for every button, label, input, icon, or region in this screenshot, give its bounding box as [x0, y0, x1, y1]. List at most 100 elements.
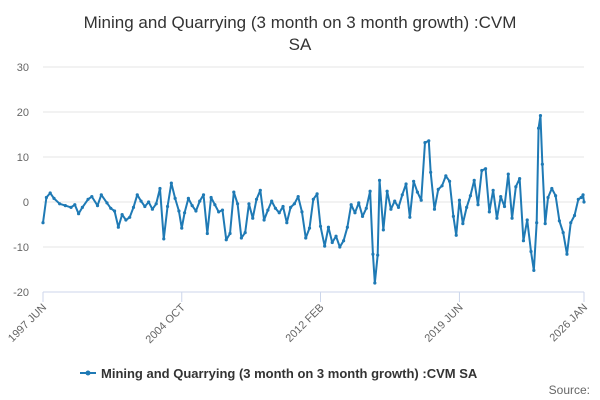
data-point[interactable] [565, 253, 568, 256]
data-point[interactable] [316, 192, 319, 195]
data-point[interactable] [461, 222, 464, 225]
data-point[interactable] [353, 211, 356, 214]
data-point[interactable] [495, 217, 498, 220]
data-point[interactable] [535, 221, 538, 224]
data-point[interactable] [73, 203, 76, 206]
data-point[interactable] [546, 196, 549, 199]
data-point[interactable] [180, 227, 183, 230]
data-point[interactable] [448, 180, 451, 183]
data-point[interactable] [139, 200, 142, 203]
legend[interactable]: Mining and Quarrying (3 month on 3 month… [80, 366, 478, 381]
data-point[interactable] [382, 228, 385, 231]
data-point[interactable] [514, 185, 517, 188]
data-point[interactable] [361, 215, 364, 218]
data-point[interactable] [183, 211, 186, 214]
data-point[interactable] [440, 184, 443, 187]
data-point[interactable] [429, 171, 432, 174]
data-point[interactable] [458, 199, 461, 202]
data-point[interactable] [444, 174, 447, 177]
data-point[interactable] [155, 202, 158, 205]
data-point[interactable] [289, 206, 292, 209]
data-point[interactable] [323, 245, 326, 248]
data-point[interactable] [285, 221, 288, 224]
data-point[interactable] [312, 198, 315, 201]
data-point[interactable] [465, 206, 468, 209]
data-point[interactable] [562, 231, 565, 234]
data-point[interactable] [151, 208, 154, 211]
data-point[interactable] [378, 179, 381, 182]
data-point[interactable] [569, 221, 572, 224]
data-point[interactable] [350, 203, 353, 206]
data-point[interactable] [416, 191, 419, 194]
data-point[interactable] [259, 189, 262, 192]
data-point[interactable] [580, 196, 583, 199]
data-point[interactable] [558, 219, 561, 222]
data-point[interactable] [281, 205, 284, 208]
data-point[interactable] [437, 188, 440, 191]
data-point[interactable] [507, 173, 510, 176]
data-point[interactable] [503, 205, 506, 208]
data-point[interactable] [476, 203, 479, 206]
data-point[interactable] [45, 196, 48, 199]
data-point[interactable] [247, 202, 250, 205]
data-point[interactable] [581, 193, 584, 196]
source-credit[interactable]: Source: [549, 383, 590, 397]
data-point[interactable] [401, 193, 404, 196]
data-point[interactable] [147, 200, 150, 203]
data-point[interactable] [327, 226, 330, 229]
data-point[interactable] [240, 236, 243, 239]
data-point[interactable] [357, 201, 360, 204]
data-point[interactable] [304, 236, 307, 239]
data-point[interactable] [198, 200, 201, 203]
data-point[interactable] [117, 226, 120, 229]
data-point[interactable] [484, 167, 487, 170]
data-point[interactable] [386, 190, 389, 193]
data-point[interactable] [213, 203, 216, 206]
data-point[interactable] [244, 231, 247, 234]
data-point[interactable] [49, 191, 52, 194]
data-point[interactable] [236, 202, 239, 205]
data-point[interactable] [573, 214, 576, 217]
data-point[interactable] [433, 208, 436, 211]
data-point[interactable] [300, 210, 303, 213]
data-point[interactable] [423, 141, 426, 144]
data-point[interactable] [371, 253, 374, 256]
data-point[interactable] [105, 201, 108, 204]
data-point[interactable] [334, 235, 337, 238]
data-point[interactable] [369, 190, 372, 193]
data-point[interactable] [373, 281, 376, 284]
data-point[interactable] [518, 177, 521, 180]
data-point[interactable] [194, 209, 197, 212]
data-point[interactable] [308, 227, 311, 230]
data-point[interactable] [136, 193, 139, 196]
data-point[interactable] [537, 127, 540, 130]
data-point[interactable] [427, 139, 430, 142]
data-point[interactable] [492, 189, 495, 192]
data-point[interactable] [550, 187, 553, 190]
data-point[interactable] [77, 212, 80, 215]
data-point[interactable] [412, 180, 415, 183]
data-point[interactable] [232, 191, 235, 194]
data-point[interactable] [331, 241, 334, 244]
data-point[interactable] [408, 216, 411, 219]
data-point[interactable] [251, 217, 254, 220]
data-point[interactable] [255, 198, 258, 201]
data-point[interactable] [96, 204, 99, 207]
data-point[interactable] [577, 198, 580, 201]
data-point[interactable] [539, 114, 542, 117]
data-point[interactable] [488, 210, 491, 213]
data-point[interactable] [393, 200, 396, 203]
data-point[interactable] [64, 204, 67, 207]
data-point[interactable] [526, 218, 529, 221]
data-point[interactable] [132, 206, 135, 209]
data-point[interactable] [376, 254, 379, 257]
data-point[interactable] [174, 197, 177, 200]
data-point[interactable] [346, 226, 349, 229]
data-point[interactable] [397, 206, 400, 209]
data-point[interactable] [510, 217, 513, 220]
data-point[interactable] [342, 239, 345, 242]
data-point[interactable] [124, 218, 127, 221]
data-point[interactable] [69, 206, 72, 209]
data-point[interactable] [532, 269, 535, 272]
data-point[interactable] [113, 209, 116, 212]
